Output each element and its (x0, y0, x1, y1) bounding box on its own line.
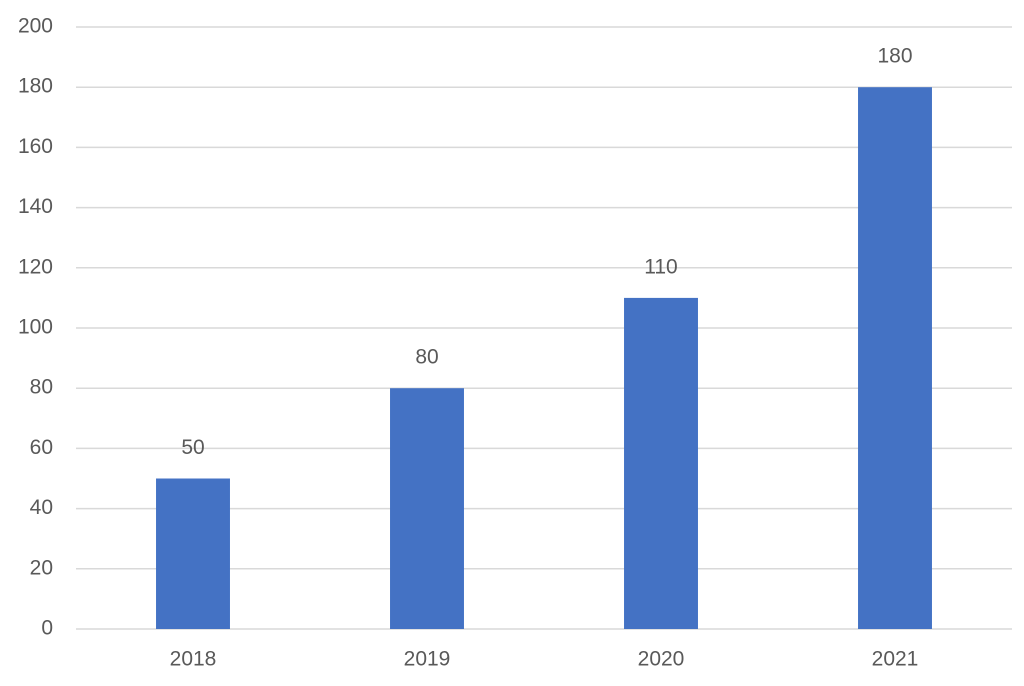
bar (390, 388, 464, 629)
data-label: 110 (644, 255, 677, 278)
y-tick-label: 120 (18, 255, 53, 278)
y-tick-label: 60 (30, 436, 53, 459)
bar (156, 478, 230, 629)
y-tick-label: 140 (18, 195, 53, 218)
x-tick-label: 2019 (404, 648, 451, 671)
data-label: 180 (877, 45, 912, 68)
y-tick-label: 200 (18, 15, 53, 38)
data-label: 80 (415, 346, 438, 369)
bar (858, 87, 932, 629)
y-tick-label: 0 (41, 617, 53, 640)
x-tick-label: 2020 (638, 648, 685, 671)
bar (624, 297, 698, 629)
y-tick-label: 20 (30, 556, 53, 579)
y-tick-label: 40 (30, 496, 53, 519)
x-tick-label: 2018 (170, 648, 217, 671)
y-tick-label: 80 (30, 376, 53, 399)
y-tick-label: 160 (18, 135, 53, 158)
data-label: 50 (181, 436, 204, 459)
x-tick-label: 2021 (872, 648, 919, 671)
y-tick-label: 100 (18, 316, 53, 339)
y-tick-label: 180 (18, 75, 53, 98)
